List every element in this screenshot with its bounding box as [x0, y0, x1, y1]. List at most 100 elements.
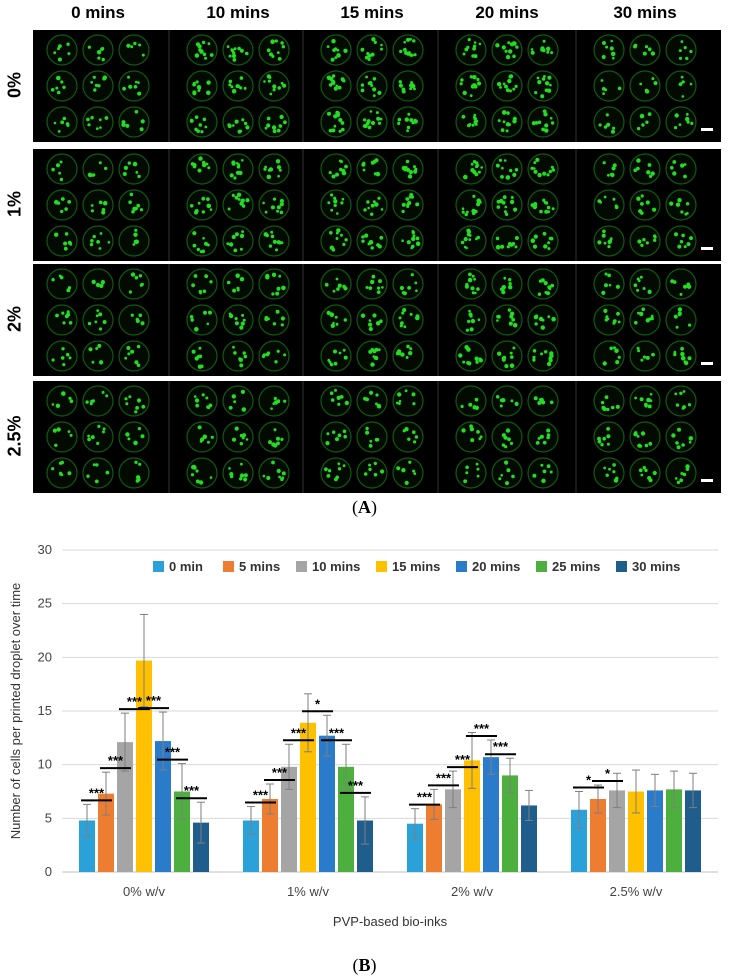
x-category-label: 0% w/v — [123, 884, 165, 899]
concentration-label: 2.5% — [0, 381, 30, 491]
cell-dot — [202, 162, 207, 168]
droplet — [593, 34, 625, 66]
cell-dot — [644, 443, 649, 448]
cell-dot — [689, 236, 693, 241]
time-header: 30 mins — [613, 3, 677, 22]
cell-dot — [271, 54, 275, 58]
bar — [445, 789, 461, 872]
cell-dot — [612, 197, 616, 201]
cell-dot — [55, 403, 61, 408]
cell-dot — [684, 360, 689, 366]
cell-dot — [62, 116, 67, 121]
cell-dot — [69, 399, 74, 403]
cell-dot — [504, 84, 508, 89]
cell-dot — [689, 82, 693, 86]
cell-dot — [363, 123, 368, 129]
cell-dot — [534, 322, 538, 326]
droplet — [46, 268, 78, 300]
cell-dot — [195, 479, 200, 484]
cell-dot — [476, 77, 480, 82]
droplet — [593, 189, 625, 221]
cell-dot — [465, 328, 469, 332]
cell-dot — [502, 195, 507, 200]
cell-dot — [601, 233, 606, 238]
cell-dot — [329, 312, 335, 318]
cell-dot — [544, 209, 549, 214]
bar — [174, 791, 190, 872]
droplet — [320, 457, 352, 489]
cell-dot — [97, 84, 101, 88]
cell-dot — [230, 85, 234, 89]
cell-dot — [639, 113, 645, 119]
cell-dot — [128, 200, 132, 204]
cell-dot — [270, 234, 275, 239]
cell-dot — [501, 443, 506, 447]
cell-dot — [380, 43, 383, 47]
droplet — [491, 106, 523, 138]
bar — [521, 805, 537, 872]
cell-dot — [331, 74, 336, 78]
droplet — [491, 189, 523, 221]
cell-dot — [642, 287, 646, 290]
legend-swatch — [616, 561, 627, 572]
cell-dot — [652, 470, 657, 476]
cell-dot — [512, 322, 518, 328]
cell-dot — [331, 128, 336, 133]
cell-dot — [237, 46, 241, 51]
cell-dot — [191, 283, 196, 288]
cell-dot — [504, 364, 509, 369]
cell-dot — [53, 121, 57, 125]
bar — [98, 793, 114, 872]
cell-dot — [512, 172, 517, 177]
cell-dot — [600, 400, 605, 405]
cell-dot — [61, 391, 66, 396]
cell-dot — [413, 440, 417, 444]
cell-dot — [461, 207, 465, 210]
cell-dot — [229, 474, 234, 479]
cell-dot — [66, 288, 71, 293]
cell-dot — [97, 56, 101, 60]
cell-dot — [605, 315, 609, 319]
cell-dot — [500, 244, 505, 249]
cell-dot — [360, 83, 365, 87]
cell-dot — [376, 290, 381, 294]
cell-dot — [672, 160, 677, 164]
droplet — [186, 70, 218, 102]
cell-dot — [194, 395, 197, 398]
cell-dot — [66, 42, 70, 46]
cell-dot — [501, 166, 504, 170]
cell-dot — [327, 201, 331, 205]
cell-dot — [467, 229, 472, 234]
cell-dot — [504, 205, 508, 209]
legend-swatch — [296, 561, 307, 572]
cell-dot — [686, 242, 691, 247]
cell-dot — [264, 315, 269, 320]
cell-dot — [194, 398, 200, 403]
droplet — [46, 225, 78, 257]
droplet — [455, 268, 487, 300]
cell-dot — [508, 74, 513, 79]
droplet — [82, 106, 114, 138]
cell-dot — [685, 56, 689, 61]
cell-dot — [202, 434, 208, 440]
cell-dot — [404, 117, 409, 122]
cell-dot — [273, 428, 277, 432]
cell-dot — [602, 406, 607, 412]
cell-dot — [361, 239, 365, 243]
cell-dot — [197, 44, 202, 49]
cell-dot — [205, 396, 209, 400]
cell-dot — [67, 200, 72, 204]
bar — [609, 790, 625, 872]
cell-dot — [508, 282, 512, 286]
cell-dot — [405, 167, 410, 172]
cell-dot — [276, 286, 281, 291]
cell-dot — [371, 37, 376, 42]
cell-dot — [52, 428, 57, 433]
cell-dot — [231, 437, 237, 442]
cell-dot — [206, 243, 210, 247]
droplet — [46, 340, 78, 372]
cell-dot — [365, 426, 369, 431]
cell-dot — [279, 202, 284, 207]
cell-dot — [201, 210, 205, 214]
cell-dot — [373, 472, 378, 477]
